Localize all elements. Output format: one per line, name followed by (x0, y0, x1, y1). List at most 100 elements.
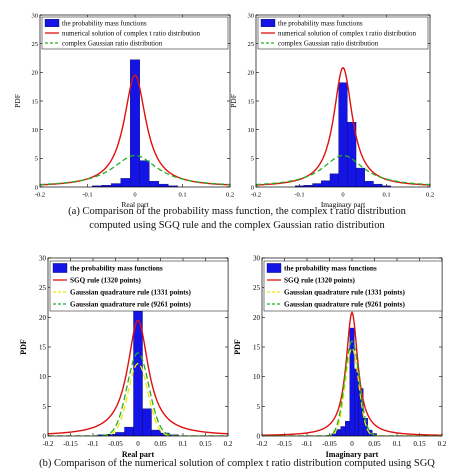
x-tick-label: 0.05 (368, 440, 381, 448)
y-tick-label: 15 (248, 98, 255, 105)
y-tick-label: 10 (248, 127, 255, 134)
y-tick-label: 25 (39, 284, 47, 292)
y-axis-label: PDF (229, 94, 238, 108)
y-tick-label: 20 (32, 70, 39, 77)
chart-a-right: -0.2 -0.1 0 0.1 0.2 0 5 10 15 20 25 30 the probabili… (229, 12, 434, 209)
caption-a-line1: (a) Comparison of the probability mass f… (68, 206, 406, 217)
x-tick-label: 0 (341, 192, 344, 199)
legend-box (257, 16, 429, 50)
x-tick-label: 0.1 (393, 440, 402, 448)
y-tick-label: 20 (248, 70, 255, 77)
legend-label: numerical solution of complex t ratio di… (278, 29, 417, 37)
pmf-bar (347, 122, 357, 187)
plot-content (256, 66, 430, 187)
pmf-bar (364, 181, 374, 187)
legend-label: complex Gaussian ratio distribution (62, 39, 163, 47)
x-tick-label: -0.05 (322, 440, 337, 448)
curve-red (48, 319, 228, 435)
legend-swatch-bar (44, 19, 60, 28)
plot-content (40, 59, 230, 187)
x-tick-label: -0.15 (277, 440, 292, 448)
plot-frame (261, 257, 443, 437)
y-tick-label: 5 (251, 156, 254, 163)
y-tick-label: 0 (43, 432, 47, 440)
x-tick-label: 0.2 (226, 192, 234, 199)
legend-label: SGQ rule (1320 points) (284, 277, 355, 285)
legend-label: SGQ rule (1320 points) (70, 277, 141, 285)
y-tick-label: 15 (39, 343, 47, 351)
pmf-bar (130, 59, 140, 187)
y-axis-label: PDF (13, 94, 22, 108)
plot-frame (255, 14, 431, 188)
pmf-bar (120, 178, 131, 187)
x-tick-label: 0.1 (382, 192, 390, 199)
pmf-bar (321, 180, 331, 187)
legend-label: the probability mass functions (284, 265, 377, 273)
legend-label: Gaussian quadrature rule (9261 points) (284, 301, 405, 309)
curve-yellow (48, 362, 228, 436)
legend-box (41, 16, 229, 50)
legend-label: numerical solution of complex t ratio di… (62, 29, 201, 37)
legend-label: the probability mass functions (70, 265, 163, 273)
curve-red (262, 311, 442, 436)
legend-label: the probability mass functions (62, 19, 147, 27)
x-tick-label: -0.05 (108, 440, 123, 448)
pmf-bar (345, 420, 350, 436)
plot-frame (39, 14, 231, 188)
curve-green (48, 352, 228, 436)
x-tick-label: 0.15 (199, 440, 212, 448)
y-tick-label: 30 (253, 254, 261, 262)
pmf-bar (142, 408, 152, 436)
pmf-bar (158, 183, 169, 187)
x-tick-label: -0.1 (301, 440, 313, 448)
curve-green (262, 340, 442, 436)
y-tick-label: 20 (39, 314, 47, 322)
x-tick-label: -0.2 (256, 440, 268, 448)
legend-swatch-bar (266, 263, 282, 273)
pmf-bar (149, 181, 159, 187)
curve-green (40, 154, 230, 186)
y-tick-label: 10 (253, 373, 261, 381)
y-tick-label: 25 (248, 41, 255, 48)
x-tick-label: -0.2 (35, 192, 45, 199)
chart-a-left: -0.2 -0.1 0 0.1 0.2 0 5 10 15 20 25 30 the probabili… (13, 12, 234, 209)
chart-b-left: -0.2 -0.15 -0.1 -0.05 0 0.05 0.1 0.15 0.2 0 5 10 15 2… (19, 254, 233, 459)
y-tick-label: 0 (257, 432, 261, 440)
y-axis-label: PDF (19, 339, 28, 355)
x-tick-label: -0.1 (82, 192, 92, 199)
x-tick-label: 0 (133, 192, 136, 199)
y-tick-label: 0 (35, 184, 38, 191)
y-axis-label: PDF (233, 339, 242, 355)
legend-swatch-bar (52, 263, 68, 273)
y-tick-label: 10 (32, 127, 39, 134)
pmf-bar (336, 429, 341, 436)
chart-b-right: -0.2 -0.15 -0.1 -0.05 0 0.05 0.1 0.15 0.2 0 5 10 15 2… (233, 254, 447, 459)
x-tick-label: -0.1 (87, 440, 99, 448)
x-tick-label: 0.2 (438, 440, 447, 448)
curve-red (256, 66, 430, 186)
y-tick-label: 30 (248, 12, 255, 19)
x-axis-label: Real part (121, 200, 149, 209)
y-tick-label: 15 (32, 98, 39, 105)
y-tick-label: 0 (251, 184, 254, 191)
caption-b-line1: (b) Comparison of the numerical solution… (39, 458, 435, 469)
x-axis-label: Real part (122, 450, 155, 459)
legend-swatch-bar (260, 19, 276, 28)
x-tick-label: 0.2 (224, 440, 233, 448)
pmf-bar (373, 183, 383, 187)
pmf-bar (133, 304, 143, 436)
x-tick-label: -0.1 (294, 192, 304, 199)
plot-content (48, 304, 228, 436)
x-tick-label: 0.2 (426, 192, 434, 199)
y-tick-label: 25 (32, 41, 39, 48)
x-tick-label: 0.1 (178, 192, 186, 199)
legend-label: complex Gaussian ratio distribution (278, 39, 379, 47)
y-tick-label: 5 (43, 403, 47, 411)
legend-label: the probability mass functions (278, 19, 363, 27)
y-tick-label: 5 (257, 403, 261, 411)
y-tick-label: 15 (253, 343, 261, 351)
pmf-bar (151, 429, 161, 436)
x-axis-label: Imaginary part (321, 200, 366, 209)
y-tick-label: 30 (39, 254, 47, 262)
y-tick-label: 10 (39, 373, 47, 381)
